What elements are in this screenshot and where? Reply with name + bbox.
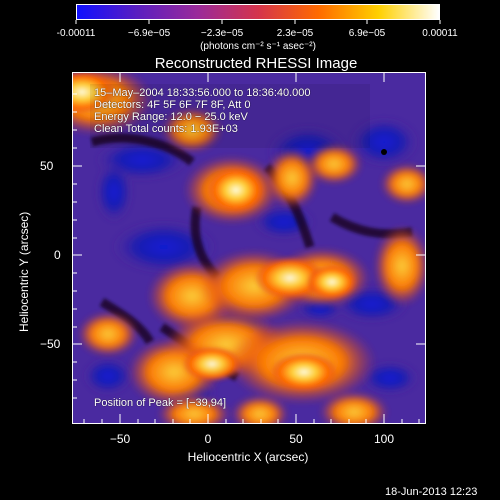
colorbar-tick-label: −2.3e−05 [200, 28, 244, 39]
x-tick-label: 50 [289, 432, 303, 446]
y-tick-label: 0 [54, 248, 61, 262]
colorbar-tick-label: −6.9e−05 [127, 28, 171, 39]
observation-info-line: Clean Total counts: 1.93E+03 [94, 123, 238, 135]
colorbar-tick-label: 6.9e−05 [348, 28, 386, 39]
reconstructed-image [72, 72, 426, 424]
x-axis-title: Heliocentric X (arcsec) [187, 450, 309, 464]
observation-info-line: Detectors: 4F 5F 6F 7F 8F, Att 0 [94, 99, 251, 111]
plot-title: Reconstructed RHESSI Image [154, 55, 358, 72]
plot-frame: 15–May–2004 18:33:56.000 to 18:36:40.000… [72, 72, 426, 424]
generated-date: 18-Jun-2013 12:23 [385, 486, 478, 498]
y-tick-label: −50 [40, 337, 61, 351]
colorbar-gradient [77, 5, 439, 19]
colorbar-tick-label: 2.3e−05 [276, 28, 314, 39]
y-tick-label: 50 [40, 159, 54, 173]
x-tick-label: 100 [373, 432, 395, 446]
x-tick-label: −50 [109, 432, 131, 446]
y-axis-title: Heliocentric Y (arcsec) [17, 211, 31, 332]
colorbar-unit-label: (photons cm⁻² s⁻¹ asec⁻²) [200, 41, 316, 52]
x-tick-label: 0 [204, 432, 212, 446]
colorbar [76, 4, 440, 20]
colorbar-tick-label: -0.00011 [56, 28, 96, 39]
observation-info-line: 15–May–2004 18:33:56.000 to 18:36:40.000 [94, 87, 311, 99]
colorbar-tick-label: 0.00011 [422, 28, 458, 39]
peak-position-label: Position of Peak = [−39,94] [94, 397, 227, 409]
observation-info-line: Energy Range: 12.0 − 25.0 keV [94, 111, 248, 123]
